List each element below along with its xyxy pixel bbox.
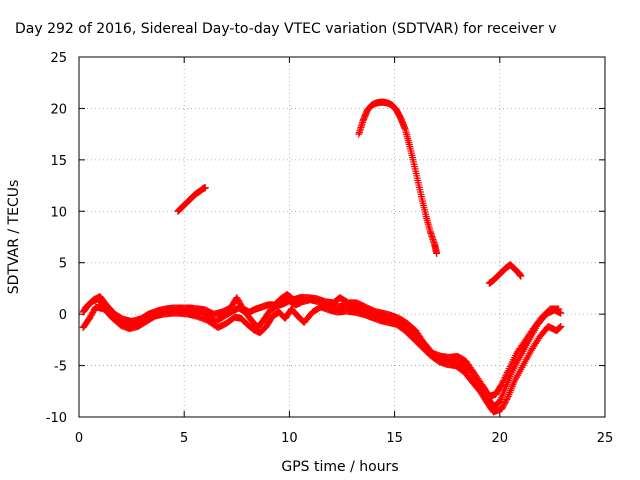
data-point: [503, 370, 511, 378]
y-tick-label: 10: [50, 205, 67, 220]
y-axis-label: SDTVAR / TECUs: [6, 180, 22, 295]
data-points: [79, 98, 565, 416]
data-point: [500, 400, 508, 408]
data-point: [499, 378, 507, 386]
plot-frame: [78, 56, 606, 418]
axis-ticks: 0 5 10 15 20 25 -10 -5 0 5 10 15 20 25: [46, 51, 614, 446]
x-tick-label: 25: [597, 431, 614, 446]
y-tick-label: -10: [46, 411, 67, 426]
data-point: [201, 184, 209, 192]
data-point: [555, 305, 563, 313]
x-axis-label: GPS time / hours: [281, 459, 398, 475]
grid: [79, 57, 605, 417]
data-point: [498, 380, 506, 388]
data-point: [502, 397, 510, 405]
data-point: [501, 373, 509, 381]
data-point: [498, 405, 506, 413]
data-point: [503, 394, 511, 402]
data-point: [497, 381, 505, 389]
x-tick-label: 20: [492, 431, 509, 446]
y-tick-label: 20: [50, 102, 67, 117]
data-point: [499, 402, 507, 410]
data-point: [557, 322, 565, 330]
x-tick-label: 15: [386, 431, 403, 446]
data-point: [503, 368, 511, 376]
y-tick-label: 15: [50, 154, 67, 169]
data-point: [517, 272, 525, 280]
data-point: [499, 403, 507, 411]
data-point: [501, 399, 509, 407]
series-segment-b: [355, 98, 441, 257]
x-tick-label: 5: [180, 431, 188, 446]
data-point: [502, 372, 510, 380]
data-point: [557, 309, 565, 317]
data-point: [500, 375, 508, 383]
series-segment-c: [485, 261, 525, 287]
y-tick-label: 0: [59, 308, 67, 323]
y-tick-label: 5: [59, 257, 67, 272]
series-band-upper: [81, 291, 563, 400]
data-point: [499, 377, 507, 385]
x-tick-label: 0: [75, 431, 83, 446]
series-band-lower: [79, 303, 565, 416]
data-point: [433, 249, 441, 257]
y-tick-label: -5: [54, 360, 67, 375]
data-point: [503, 396, 511, 404]
y-tick-label: 25: [50, 51, 67, 66]
x-tick-label: 10: [281, 431, 298, 446]
series-segment-a: [174, 184, 209, 215]
chart-title: Day 292 of 2016, Sidereal Day-to-day VTE…: [15, 21, 557, 37]
